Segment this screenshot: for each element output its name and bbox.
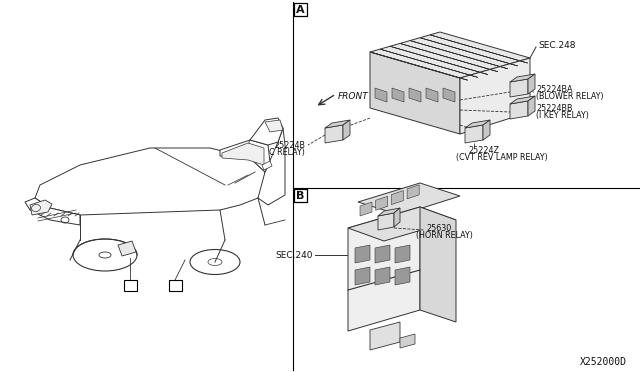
Polygon shape [325, 125, 343, 143]
Polygon shape [25, 198, 80, 225]
Polygon shape [375, 245, 390, 263]
Polygon shape [395, 267, 410, 285]
Text: B: B [127, 280, 134, 291]
Polygon shape [510, 74, 535, 82]
Polygon shape [35, 148, 268, 215]
Polygon shape [395, 245, 410, 263]
Polygon shape [528, 74, 535, 94]
Polygon shape [420, 38, 518, 66]
Bar [294, 189, 307, 202]
Text: FRONT: FRONT [338, 92, 369, 100]
Polygon shape [465, 125, 483, 143]
Polygon shape [220, 140, 270, 172]
Text: 25224BB: 25224BB [536, 103, 573, 112]
Polygon shape [483, 120, 490, 140]
Text: A: A [296, 4, 305, 15]
Bar [169, 280, 182, 291]
Polygon shape [378, 213, 394, 230]
Polygon shape [265, 120, 283, 132]
Polygon shape [370, 322, 400, 350]
Polygon shape [528, 96, 535, 116]
Polygon shape [375, 267, 390, 285]
Polygon shape [370, 32, 530, 78]
Text: 25630: 25630 [426, 224, 451, 232]
Polygon shape [400, 44, 498, 72]
Polygon shape [358, 183, 460, 215]
Polygon shape [258, 128, 285, 205]
Text: B: B [296, 190, 305, 201]
Text: SEC.248: SEC.248 [538, 41, 575, 49]
Polygon shape [407, 185, 419, 199]
Polygon shape [392, 88, 404, 102]
Polygon shape [355, 245, 370, 263]
Polygon shape [355, 267, 370, 285]
Polygon shape [348, 207, 420, 331]
Bar [294, 3, 307, 16]
Polygon shape [380, 49, 477, 77]
Polygon shape [410, 41, 508, 69]
Polygon shape [400, 334, 415, 348]
Text: A: A [172, 280, 179, 291]
Polygon shape [250, 118, 283, 145]
Text: SEC.240: SEC.240 [275, 250, 313, 260]
Polygon shape [378, 208, 400, 216]
Text: (ACC RELAY): (ACC RELAY) [255, 148, 305, 157]
Polygon shape [360, 202, 372, 216]
Polygon shape [262, 161, 272, 170]
Polygon shape [510, 79, 528, 97]
Text: (CVT REV LAMP RELAY): (CVT REV LAMP RELAY) [456, 153, 548, 161]
Polygon shape [30, 200, 52, 215]
Polygon shape [390, 46, 488, 74]
Polygon shape [430, 35, 528, 63]
Polygon shape [510, 96, 535, 104]
Text: (BLOWER RELAY): (BLOWER RELAY) [536, 92, 604, 100]
Polygon shape [118, 241, 136, 256]
Polygon shape [375, 88, 387, 102]
Polygon shape [348, 207, 456, 241]
Polygon shape [394, 208, 400, 227]
Polygon shape [409, 88, 421, 102]
Polygon shape [426, 88, 438, 102]
Text: 25224B: 25224B [274, 141, 305, 150]
Polygon shape [325, 120, 350, 128]
Polygon shape [443, 88, 455, 102]
Polygon shape [370, 52, 460, 134]
Text: 25224BA: 25224BA [536, 84, 573, 93]
Polygon shape [392, 190, 403, 205]
Polygon shape [222, 143, 264, 165]
Polygon shape [465, 120, 490, 128]
Bar [124, 280, 137, 291]
Text: (HORN RELAY): (HORN RELAY) [416, 231, 473, 240]
Polygon shape [460, 58, 530, 134]
Polygon shape [510, 101, 528, 119]
Polygon shape [420, 207, 456, 322]
Text: (I KEY RELAY): (I KEY RELAY) [536, 110, 589, 119]
Polygon shape [376, 196, 388, 210]
Text: X252000D: X252000D [579, 357, 627, 367]
Polygon shape [370, 52, 468, 80]
Polygon shape [343, 120, 350, 140]
Text: 25224Z: 25224Z [468, 145, 499, 154]
